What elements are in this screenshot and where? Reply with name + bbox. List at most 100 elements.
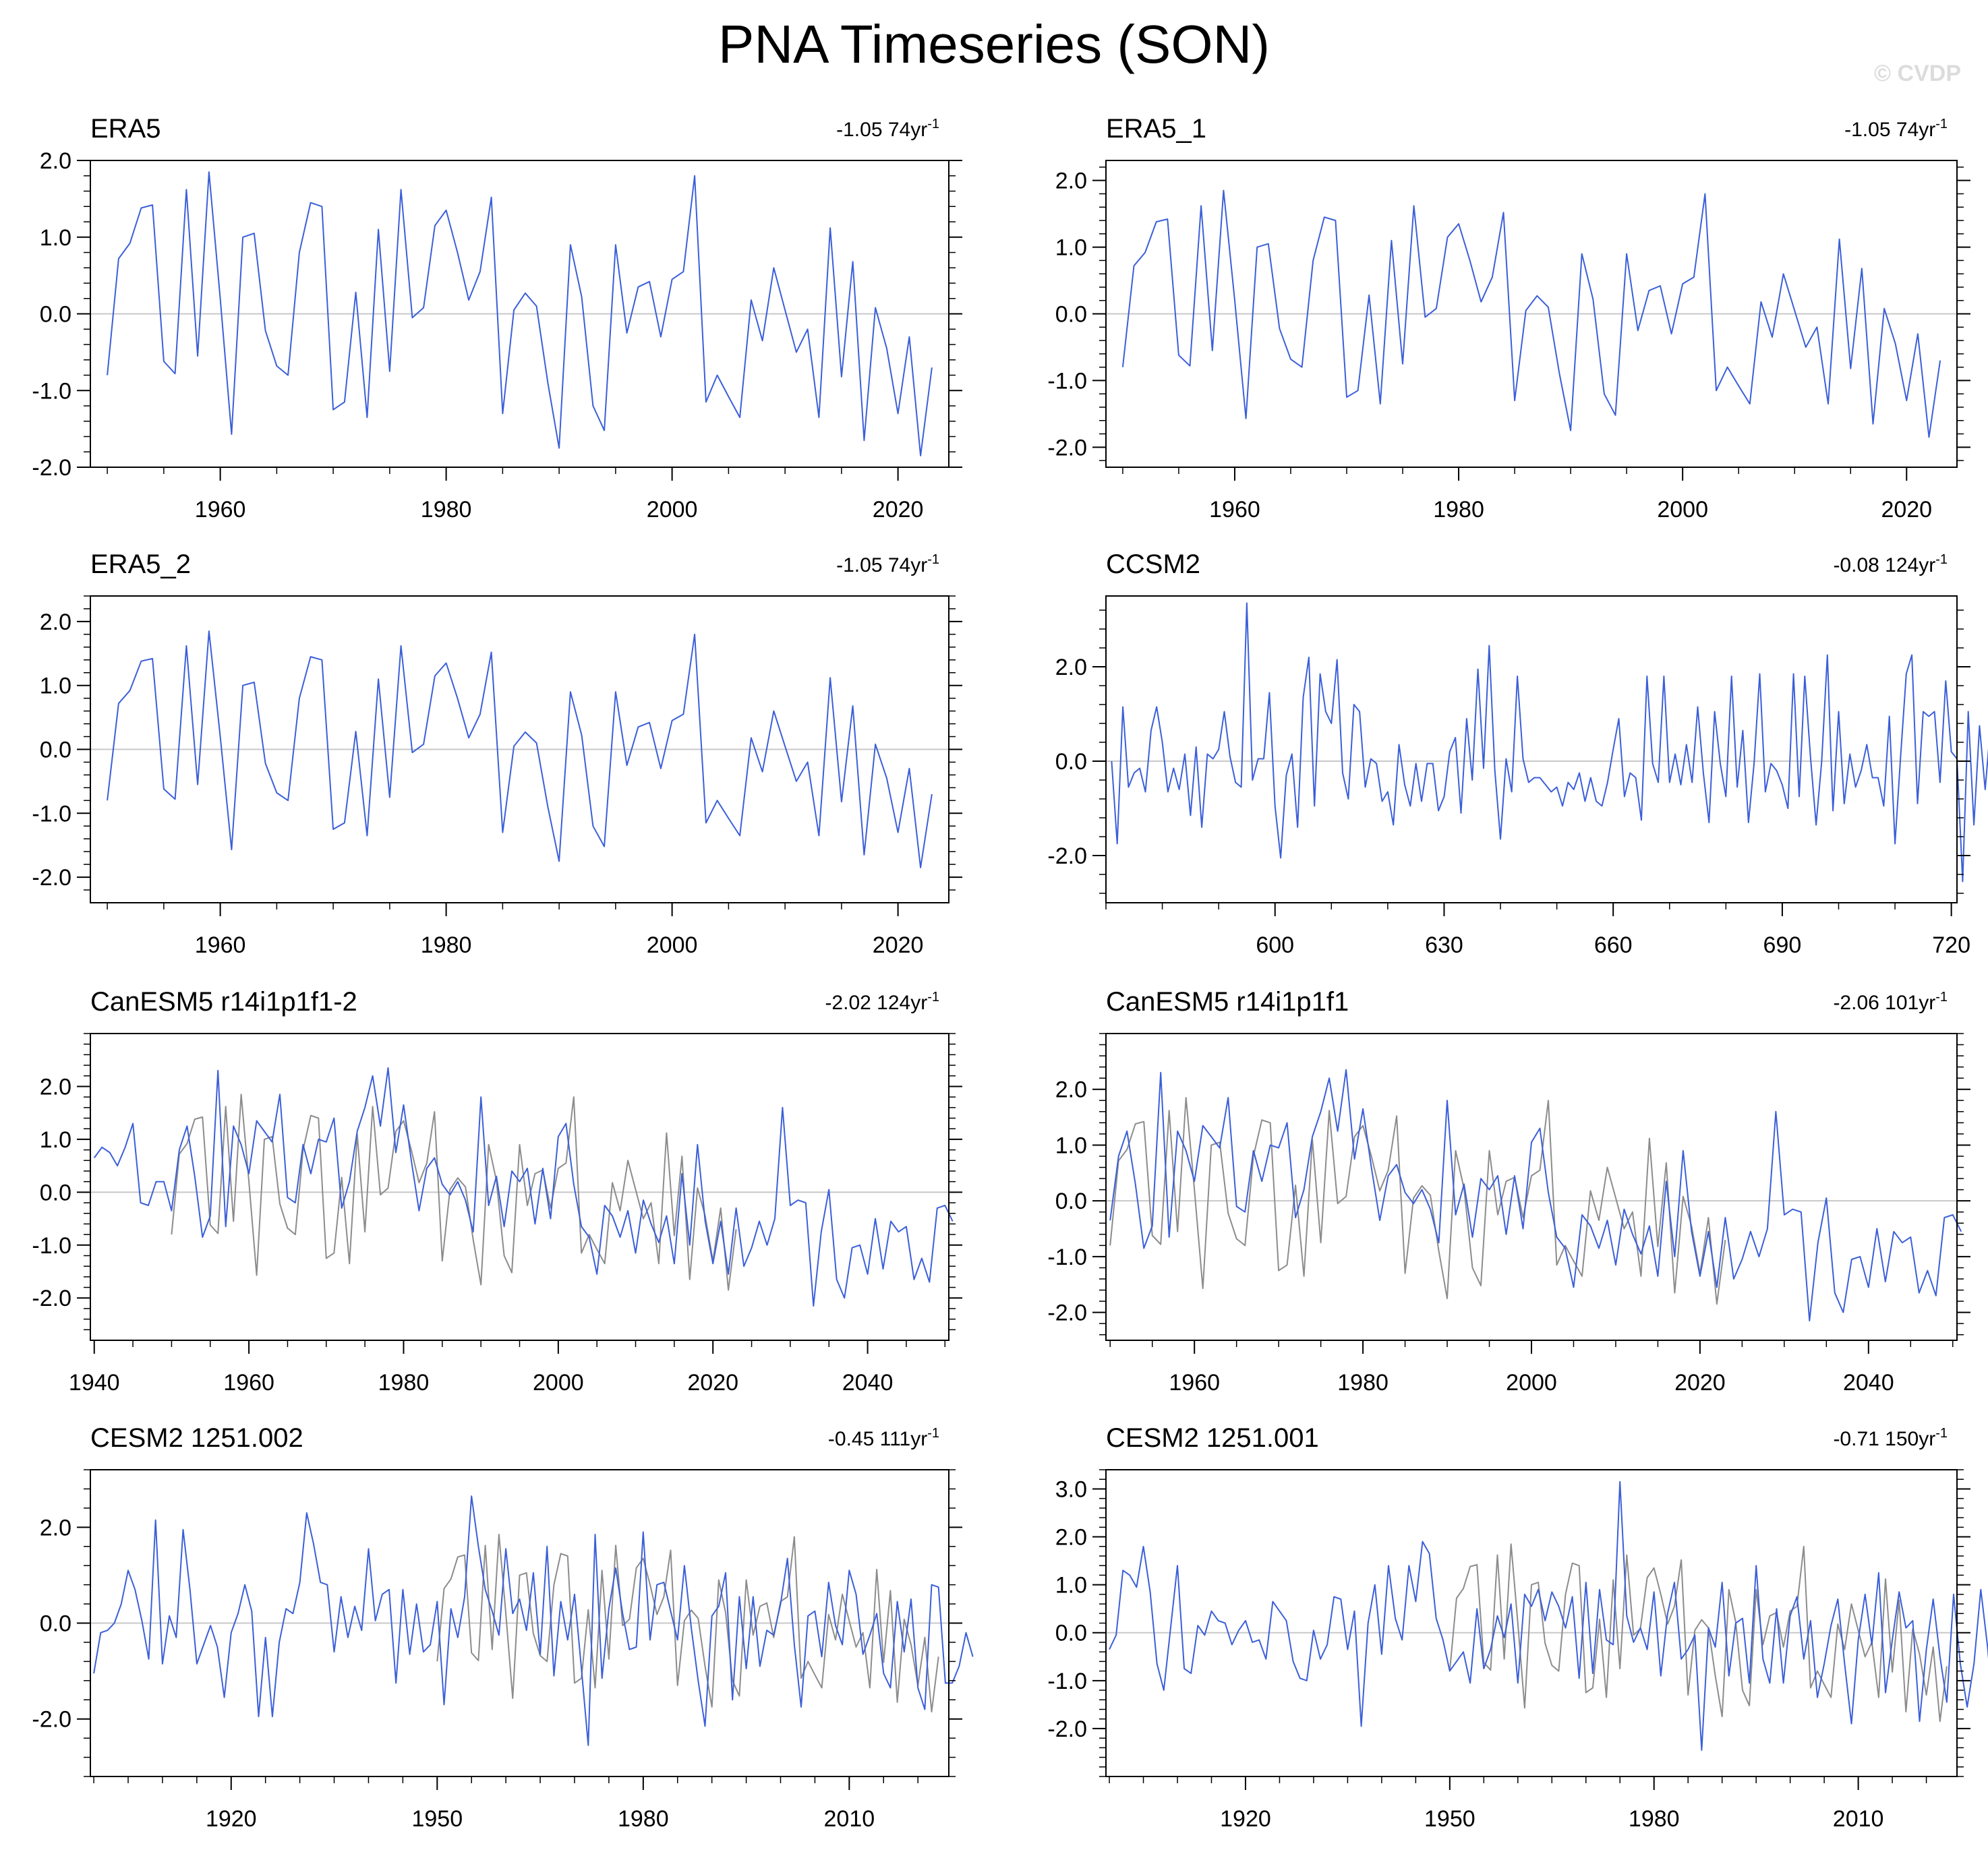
x-tick-label: 2000	[533, 1370, 584, 1396]
x-tick-label: 1980	[421, 932, 472, 958]
y-tick-label: 2.0	[1055, 655, 1087, 680]
y-tick-label: -2.0	[32, 1707, 71, 1733]
watermark: © CVDP	[1874, 61, 1961, 86]
x-tick-label: 1940	[69, 1370, 120, 1396]
y-tick-label: -1.0	[1047, 1245, 1087, 1270]
panel-title: CESM2 1251.002	[90, 1423, 303, 1453]
x-tick-label: 1960	[1209, 497, 1260, 522]
panel-stat: -0.45 111yr-1	[828, 1426, 939, 1450]
y-tick-label: -2.0	[32, 455, 71, 481]
y-tick-label: 2.0	[40, 1074, 71, 1100]
series-line-main	[1111, 602, 1988, 883]
panel-stat: -1.05 74yr-1	[836, 552, 939, 576]
panel-stat: -2.06 101yr-1	[1833, 990, 1948, 1014]
x-tick-label: 1950	[411, 1806, 463, 1832]
panel-stat: -0.08 124yr-1	[1833, 552, 1948, 576]
panel-title: CanESM5 r14i1p1f1-2	[90, 987, 357, 1017]
y-tick-label: 3.0	[1055, 1476, 1087, 1502]
y-tick-label: -2.0	[1047, 843, 1087, 869]
x-tick-label: 2010	[1833, 1806, 1884, 1832]
panel-title: CanESM5 r14i1p1f1	[1106, 987, 1349, 1017]
x-tick-label: 1960	[195, 497, 246, 522]
x-tick-label: 1950	[1424, 1806, 1475, 1832]
series-line-main	[107, 630, 933, 868]
y-tick-label: 2.0	[1055, 1077, 1087, 1103]
panel-stat: -2.02 124yr-1	[825, 990, 939, 1014]
series-line-overlay	[171, 1094, 737, 1291]
x-tick-label: 2020	[1674, 1370, 1726, 1396]
x-tick-label: 2000	[647, 497, 698, 522]
x-tick-label: 1960	[223, 1370, 274, 1396]
y-tick-label: 2.0	[40, 609, 71, 635]
y-tick-label: 2.0	[40, 148, 71, 174]
y-tick-label: 2.0	[40, 1515, 71, 1541]
y-tick-label: 0.0	[1055, 749, 1087, 775]
y-tick-label: 0.0	[40, 1180, 71, 1205]
y-tick-label: 0.0	[40, 302, 71, 328]
plot-frame	[1105, 1469, 1958, 1777]
x-tick-label: 600	[1256, 932, 1294, 958]
chart-panel-8: CESM2 1251.001 -0.71 150yr-1 -2.0 -1.0 0.0 1.…	[1047, 1423, 1988, 1832]
y-tick-label: -1.0	[1047, 1669, 1087, 1694]
y-tick-label: 1.0	[40, 674, 71, 699]
x-tick-label: 630	[1425, 932, 1463, 958]
x-tick-label: 2000	[647, 932, 698, 958]
y-tick-label: 0.0	[40, 738, 71, 763]
series-line-main	[107, 171, 933, 456]
chart-panel-1: ERA5 -1.05 74yr-1 -2.0 -1.0 0.0 1.0 2.0 1960 198…	[32, 114, 962, 522]
x-tick-label: 690	[1763, 932, 1802, 958]
series-line-main	[1109, 1481, 1988, 1751]
y-tick-label: 0.0	[1055, 1621, 1087, 1646]
panel-stat: -1.05 74yr-1	[1844, 117, 1948, 141]
y-tick-label: 2.0	[1055, 169, 1087, 194]
y-tick-label: -2.0	[32, 1286, 71, 1311]
y-tick-label: 0.0	[40, 1611, 71, 1637]
y-tick-label: -1.0	[32, 801, 71, 827]
chart-panel-3: ERA5_2 -1.05 74yr-1 -2.0 -1.0 0.0 1.0 2.0 1960 1…	[32, 549, 962, 958]
x-tick-label: 2000	[1506, 1370, 1557, 1396]
panel-title: ERA5_1	[1106, 114, 1206, 144]
y-tick-label: 1.0	[1055, 1133, 1087, 1158]
x-tick-label: 2010	[824, 1806, 875, 1832]
plot-frame	[1105, 1033, 1958, 1341]
x-tick-label: 1980	[421, 497, 472, 522]
x-tick-label: 2020	[687, 1370, 738, 1396]
panel-title: ERA5_2	[90, 549, 191, 579]
x-tick-label: 2040	[842, 1370, 894, 1396]
x-tick-label: 660	[1594, 932, 1633, 958]
x-tick-label: 1960	[1169, 1370, 1220, 1396]
chart-panel-6: CanESM5 r14i1p1f1 -2.06 101yr-1 -2.0 -1.0 0.…	[1047, 987, 1970, 1396]
chart-panel-4: CCSM2 -0.08 124yr-1 -2.0 0.0 2.0 600 630 660 690…	[1047, 549, 1988, 958]
x-tick-label: 1980	[1337, 1370, 1388, 1396]
y-tick-label: 1.0	[1055, 235, 1087, 261]
x-tick-label: 1960	[195, 932, 246, 958]
y-tick-label: 0.0	[1055, 1189, 1087, 1214]
page-title: PNA Timeseries (SON)	[718, 14, 1270, 74]
x-tick-label: 2040	[1843, 1370, 1894, 1396]
y-tick-label: -1.0	[32, 1233, 71, 1259]
y-tick-label: -1.0	[32, 378, 71, 404]
chart-panel-7: CESM2 1251.002 -0.45 111yr-1 -2.0 0.0 2.0 192…	[32, 1423, 974, 1832]
x-tick-label: 1920	[1220, 1806, 1271, 1832]
y-tick-label: -2.0	[1047, 1716, 1087, 1742]
chart-panel-2: ERA5_1 -1.05 74yr-1 -2.0 -1.0 0.0 1.0 2.0 1960 1…	[1047, 114, 1970, 522]
y-tick-label: -2.0	[1047, 1301, 1087, 1326]
panel-title: CESM2 1251.001	[1106, 1423, 1319, 1453]
y-tick-label: 0.0	[1055, 302, 1087, 328]
y-tick-label: 2.0	[1055, 1525, 1087, 1551]
panel-stat: -0.71 150yr-1	[1833, 1426, 1948, 1450]
x-tick-label: 2020	[873, 497, 924, 522]
plot-frame	[1105, 595, 1958, 903]
panel-title: ERA5	[90, 114, 161, 144]
series-line-overlay	[1109, 1097, 1726, 1305]
y-tick-label: 1.0	[1055, 1573, 1087, 1599]
series-line-main	[1121, 189, 1941, 438]
x-tick-label: 2000	[1657, 497, 1708, 522]
plot-frame	[90, 1033, 949, 1341]
series-line-main	[93, 1067, 954, 1307]
y-tick-label: -1.0	[1047, 368, 1087, 394]
x-tick-label: 1920	[206, 1806, 257, 1832]
series-line-overlay	[436, 1534, 939, 1712]
panel-stat: -1.05 74yr-1	[836, 117, 939, 141]
